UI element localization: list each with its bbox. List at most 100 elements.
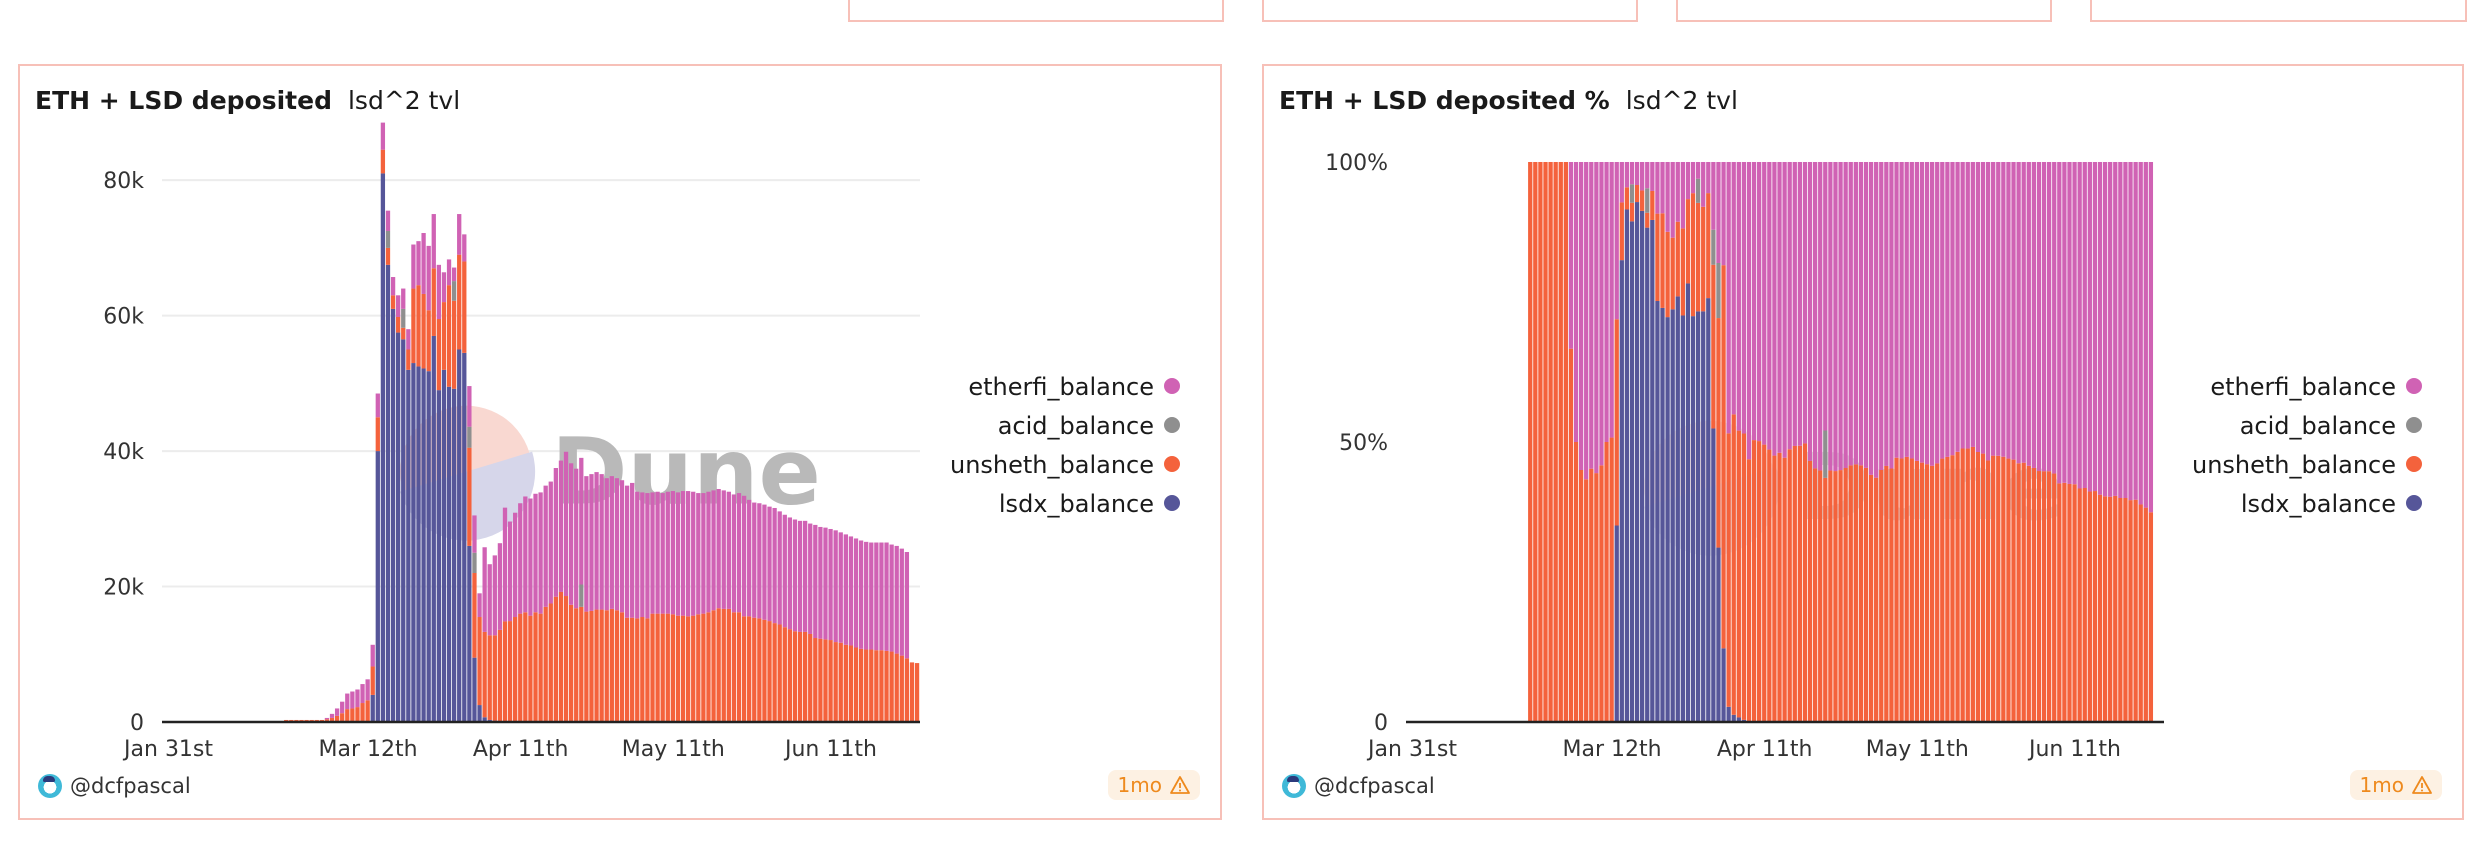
bar-segment-unsheth (777, 624, 782, 722)
bar-segment-unsheth (1833, 471, 1838, 722)
bar-segment-etherfi (691, 491, 696, 616)
bar-segment-unsheth (1757, 441, 1762, 722)
bar-segment-lsdx (1706, 298, 1711, 722)
bar-segment-unsheth (1853, 464, 1858, 722)
bar-segment-unsheth (1802, 443, 1808, 722)
legend-item-lsdx[interactable]: lsdx_balance (2192, 485, 2422, 524)
bar-segment-lsdx (1680, 315, 1685, 722)
bar-segment-unsheth (635, 618, 640, 722)
bar-segment-unsheth (1548, 162, 1553, 722)
bar-segment-etherfi (2062, 162, 2067, 483)
bar-segment-etherfi (1812, 162, 1818, 469)
bar-segment-unsheth (2041, 471, 2047, 722)
bar-segment-etherfi (1848, 162, 1853, 466)
bar-segment-etherfi (2087, 162, 2092, 492)
query-name[interactable]: lsd^2 tvl (1625, 86, 1738, 115)
author-link[interactable]: @dcfpascal (38, 774, 191, 798)
bar-segment-etherfi (864, 541, 869, 650)
bar-segment-etherfi (574, 468, 579, 609)
bar-segment-unsheth (711, 610, 716, 722)
bar-segment-etherfi (2133, 162, 2138, 500)
bar-segment-etherfi (2057, 162, 2062, 484)
bar-segment-unsheth (680, 615, 686, 722)
bar-segment-unsheth (2082, 488, 2087, 722)
bar-segment-lsdx (1726, 706, 1731, 722)
bar-segment-etherfi (1634, 162, 1640, 186)
y-tick-label: 0 (1374, 711, 1388, 736)
bar-segment-unsheth (518, 613, 523, 722)
bar-segment-lsdx (411, 363, 416, 722)
bar-segment-unsheth (350, 708, 355, 722)
bar-segment-unsheth (1563, 162, 1568, 722)
bar-segment-unsheth (1706, 193, 1711, 299)
bar-segment-unsheth (370, 666, 375, 695)
bar-segment-unsheth (528, 615, 533, 722)
bar-segment-etherfi (670, 491, 676, 615)
bar-segment-etherfi (757, 503, 762, 619)
bar-segment-etherfi (1762, 162, 1767, 445)
bar-segment-etherfi (813, 524, 818, 639)
legend-item-etherfi[interactable]: etherfi_balance (2192, 368, 2422, 407)
bar-segment-unsheth (1945, 456, 1950, 722)
bar-segment-etherfi (329, 713, 335, 718)
bar-segment-unsheth (1767, 449, 1772, 722)
bar-segment-etherfi (1609, 162, 1614, 438)
bar-segment-etherfi (747, 499, 752, 617)
bar-segment-etherfi (457, 214, 462, 255)
bar-segment-etherfi (1655, 162, 1660, 214)
bar-segment-unsheth (614, 610, 620, 722)
bar-segment-etherfi (792, 519, 798, 632)
bar-segment-lsdx (1675, 296, 1680, 722)
bar-segment-unsheth (380, 149, 386, 174)
author-name: @dcfpascal (70, 774, 191, 798)
query-name[interactable]: lsd^2 tvl (347, 86, 461, 115)
x-tick-label: Jan 31st (122, 737, 213, 762)
legend-item-unsheth[interactable]: unsheth_balance (2192, 446, 2422, 485)
bar-segment-etherfi (2128, 162, 2133, 501)
legend-item-etherfi[interactable]: etherfi_balance (950, 368, 1180, 407)
bar-segment-unsheth (1762, 444, 1767, 722)
bar-segment-unsheth (1777, 452, 1782, 722)
bar-segment-etherfi (2041, 162, 2047, 472)
bar-segment-lsdx (390, 308, 396, 722)
freshness-badge[interactable]: 1mo (1107, 770, 1200, 800)
bar-segment-lsdx (1655, 301, 1660, 722)
bar-segment-lsdx (1701, 311, 1706, 722)
bar-segment-lsdx (1716, 547, 1721, 722)
legend-label: unsheth_balance (949, 451, 1154, 479)
bar-segment-lsdx (1619, 260, 1624, 722)
bar-segment-lsdx (426, 371, 431, 722)
bar-segment-unsheth (1599, 465, 1604, 722)
legend-dot-icon (1164, 456, 1180, 472)
bar-segment-unsheth (492, 635, 497, 721)
bar-segment-etherfi (2082, 162, 2087, 488)
bar-segment-etherfi (797, 520, 803, 632)
top-card-2 (1262, 0, 1638, 22)
bar-segment-etherfi (1792, 162, 1797, 446)
x-tick-label: Jun 11th (2027, 737, 2121, 762)
bar-segment-unsheth (762, 619, 767, 722)
bar-segment-etherfi (680, 491, 686, 616)
bar-segment-etherfi (843, 534, 848, 645)
bar-segment-etherfi (1716, 162, 1721, 263)
legend-item-unsheth[interactable]: unsheth_balance (950, 446, 1180, 485)
bar-segment-unsheth (507, 621, 513, 722)
bar-segment-unsheth (1624, 187, 1630, 210)
bar-segment-unsheth (879, 650, 884, 722)
bar-segment-etherfi (655, 491, 660, 614)
bar-segment-etherfi (1924, 162, 1930, 465)
legend-item-acid[interactable]: acid_balance (2192, 407, 2422, 446)
bar-segment-unsheth (640, 617, 645, 722)
bar-segment-etherfi (2123, 162, 2128, 498)
author-link[interactable]: @dcfpascal (1282, 774, 1435, 798)
legend-dot-icon (2406, 456, 2422, 472)
bar-segment-unsheth (2001, 456, 2006, 722)
bar-segment-acid (385, 230, 391, 248)
bar-segment-etherfi (1690, 162, 1696, 194)
freshness-badge[interactable]: 1mo (2349, 770, 2442, 800)
bar-segment-lsdx (406, 369, 411, 722)
bar-segment-etherfi (1980, 162, 1986, 454)
legend-item-lsdx[interactable]: lsdx_balance (950, 485, 1180, 524)
legend-item-acid[interactable]: acid_balance (950, 407, 1180, 446)
bar-segment-etherfi (1594, 162, 1599, 474)
